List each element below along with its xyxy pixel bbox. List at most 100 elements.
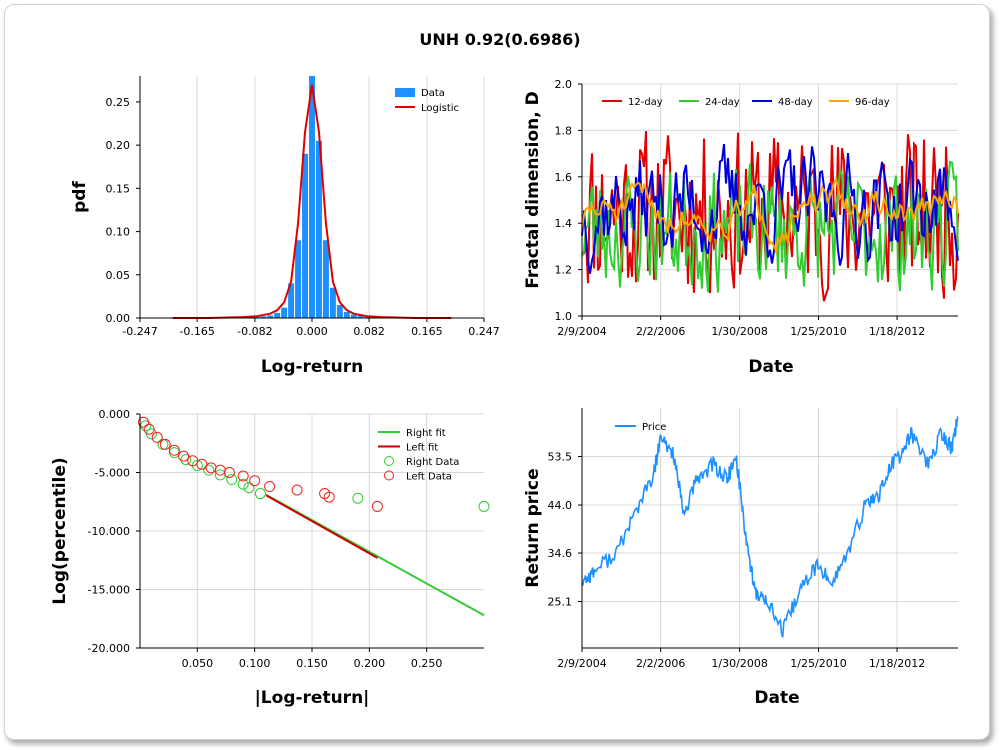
- histogram-y-tick-label: 0.05: [106, 269, 131, 282]
- tail-legend-label: Left fit: [406, 443, 438, 454]
- fractal-x-tick-label: 1/30/2008: [711, 325, 767, 338]
- price-x-tick-label: 1/25/2010: [790, 657, 846, 670]
- tail-x-tick-label: 0.250: [411, 657, 443, 670]
- tail-data-point: [203, 464, 215, 476]
- price-y-tick-label: 34.6: [548, 547, 573, 560]
- fractal-legend-label: 24-day: [705, 97, 740, 108]
- fractal-y-tick-label: 1.2: [555, 264, 573, 277]
- histogram-bar: [357, 315, 364, 318]
- histogram-y-tick-label: 0.10: [106, 226, 131, 239]
- histogram-bar: [322, 240, 329, 318]
- tail-legend-swatch: [384, 470, 394, 481]
- tail-data-point: [151, 431, 163, 443]
- tail-data-point: [237, 470, 249, 482]
- tail-data-point: [143, 423, 155, 435]
- tail-y-tick-label: -10.000: [88, 525, 130, 538]
- legend-label-data: Data: [421, 88, 445, 99]
- histogram-legend: Data Logistic: [395, 88, 459, 114]
- histogram-y-tick-label: 0.25: [106, 96, 131, 109]
- histogram-bar: [260, 316, 267, 318]
- figure-title: UNH 0.92(0.6986): [419, 30, 581, 49]
- tail-data-point: [264, 481, 276, 493]
- tail-legend-label: Right Data: [406, 457, 459, 468]
- logistic-fit-line: [172, 84, 452, 319]
- tail-data-point: [140, 420, 152, 432]
- histogram-x-tick-label: -0.082: [237, 325, 272, 338]
- histogram-y-title: pdf: [70, 181, 90, 213]
- fractal-x-title: Date: [748, 357, 793, 377]
- fractal-y-title: Fractal dimension, D: [523, 91, 543, 288]
- tail-data-point: [371, 500, 383, 512]
- tail-x-tick-label: 0.050: [182, 657, 214, 670]
- fractal-legend: 12-day 24-day 48-day 96-day: [602, 97, 890, 108]
- histogram-y-tick-label: 0.20: [106, 139, 131, 152]
- tail-data-point: [323, 491, 335, 503]
- price-x-tick-label: 1/18/2012: [869, 657, 925, 670]
- tail-data-point: [237, 478, 249, 490]
- tail-data-point: [254, 488, 266, 500]
- price-y-tick-label: 53.5: [548, 451, 573, 464]
- tail-data-point: [159, 438, 171, 450]
- tail-data-point: [291, 484, 303, 496]
- histogram-x-tick-label: -0.247: [122, 325, 157, 338]
- legend-label-logistic: Logistic: [421, 103, 459, 114]
- figure-card: [4, 4, 990, 740]
- fractal-y-tick-label: 1.6: [555, 171, 573, 184]
- tail-x-tick-label: 0.100: [239, 657, 271, 670]
- tail-data-point: [226, 474, 238, 486]
- price-y-title: Return price: [523, 468, 543, 587]
- tail-data-point: [178, 450, 190, 462]
- tail-x-tick-label: 0.150: [296, 657, 328, 670]
- histogram-x-tick-label: 0.082: [353, 325, 385, 338]
- histogram-bar: [281, 307, 288, 318]
- histogram-x-tick-label: 0.000: [296, 325, 328, 338]
- fractal-y-tick-label: 1.0: [555, 310, 573, 323]
- histogram-y-tick-label: 0.00: [106, 312, 131, 325]
- tail-x-tick-label: 0.200: [354, 657, 386, 670]
- tail-data-point: [157, 438, 169, 450]
- histogram-y-tick-label: 0.15: [106, 182, 131, 195]
- fractal-x-tick-label: 1/18/2012: [869, 325, 925, 338]
- fractal-x-tick-label: 1/25/2010: [790, 325, 846, 338]
- tail-legend: Right fit Left fit Right Data Left Data: [378, 428, 459, 483]
- fractal-y-tick-label: 1.8: [555, 124, 573, 137]
- fractal-y-tick-label: 1.4: [555, 217, 573, 230]
- histogram-bar: [295, 240, 302, 318]
- histogram-x-title: Log-return: [261, 357, 363, 377]
- tail-data-point: [478, 500, 490, 512]
- fractal-y-tick-label: 2.0: [555, 78, 573, 91]
- tail-data-point: [223, 467, 235, 478]
- histogram-bar: [343, 311, 350, 318]
- histogram-bar: [350, 314, 357, 318]
- tail-data-point: [180, 454, 192, 466]
- histogram-bar: [267, 315, 274, 318]
- tail-data-point: [168, 444, 180, 456]
- price-legend: Price: [615, 422, 666, 433]
- price-x-tick-label: 2/9/2004: [557, 657, 606, 670]
- histogram-bar: [336, 305, 343, 318]
- tail-y-tick-label: 0.000: [99, 408, 131, 421]
- price-x-title: Date: [754, 688, 799, 708]
- tail-y-title: Log(percentile): [50, 457, 70, 604]
- histogram-x-tick-label: -0.165: [179, 325, 214, 338]
- histogram-bar: [309, 76, 315, 318]
- histogram-bar: [288, 283, 295, 318]
- tail-fit-line: [265, 494, 378, 559]
- tail-data-point: [249, 475, 261, 487]
- price-x-tick-label: 2/2/2006: [636, 657, 685, 670]
- histogram-bar: [302, 153, 309, 318]
- fractal-x-tick-label: 2/2/2006: [636, 325, 685, 338]
- price-line: [581, 415, 959, 638]
- histogram-bar: [274, 312, 281, 318]
- tail-data-point: [137, 416, 149, 428]
- tail-legend-label: Left Data: [406, 472, 452, 483]
- fractal-legend-label: 96-day: [855, 97, 890, 108]
- histogram-x-tick-label: 0.247: [468, 325, 500, 338]
- fractal-legend-label: 48-day: [778, 97, 813, 108]
- histogram-bar: [329, 287, 336, 318]
- tail-legend-swatch: [384, 456, 394, 466]
